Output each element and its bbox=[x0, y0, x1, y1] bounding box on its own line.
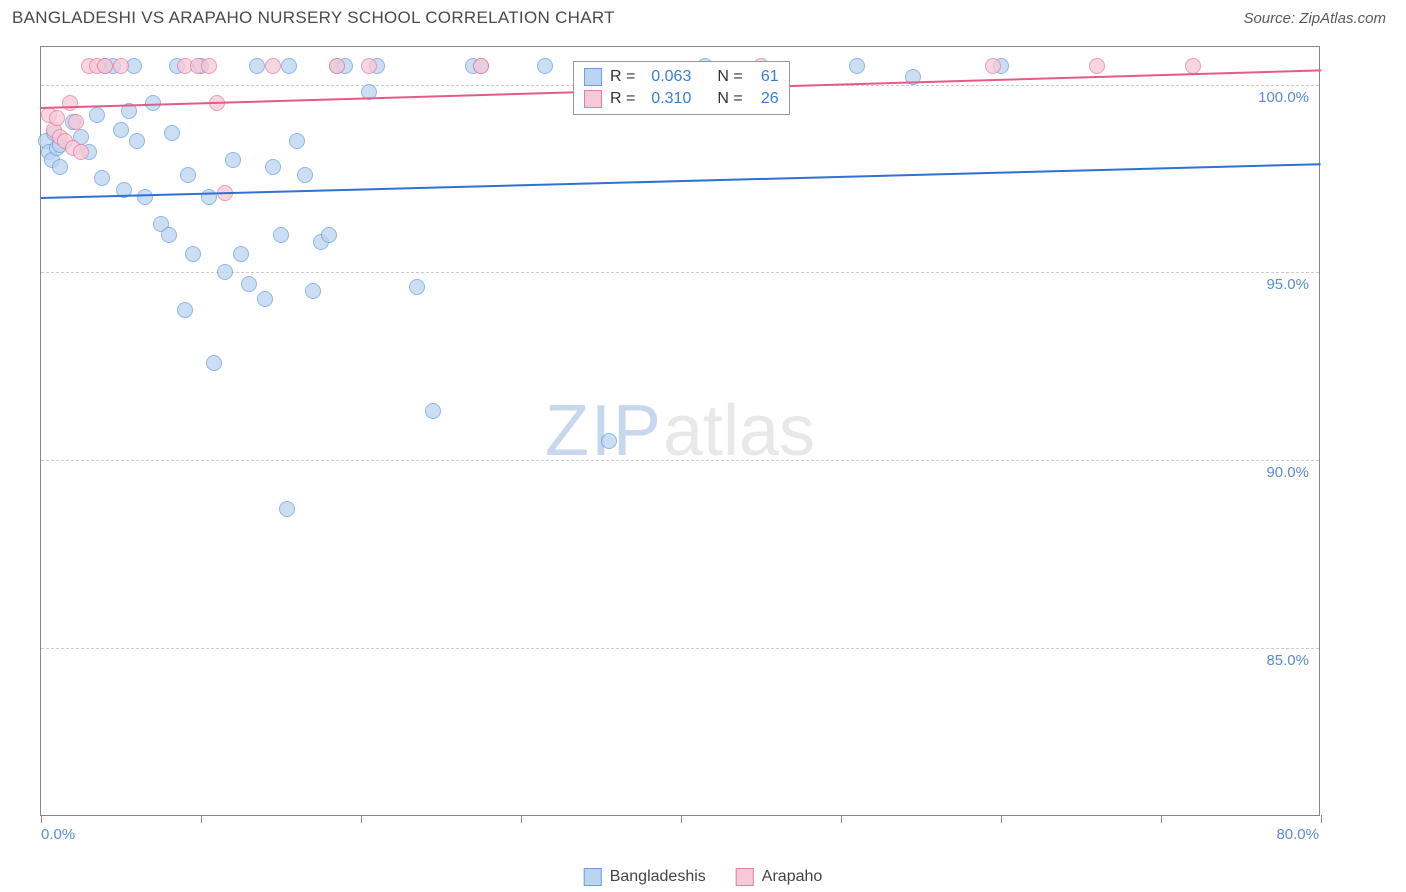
legend-item: Arapaho bbox=[736, 868, 823, 886]
legend-label: Arapaho bbox=[762, 868, 823, 886]
data-point bbox=[206, 355, 222, 371]
data-point bbox=[473, 58, 489, 74]
data-point bbox=[985, 58, 1001, 74]
x-tick bbox=[361, 815, 362, 823]
series-swatch bbox=[584, 90, 602, 108]
y-tick-label: 100.0% bbox=[1258, 89, 1309, 106]
data-point bbox=[233, 246, 249, 262]
n-label: N = bbox=[717, 68, 742, 86]
data-point bbox=[329, 58, 345, 74]
data-point bbox=[297, 167, 313, 183]
x-tick bbox=[201, 815, 202, 823]
gridline bbox=[41, 460, 1319, 461]
data-point bbox=[321, 227, 337, 243]
data-point bbox=[257, 291, 273, 307]
data-point bbox=[409, 279, 425, 295]
chart-header: BANGLADESHI VS ARAPAHO NURSERY SCHOOL CO… bbox=[0, 0, 1406, 32]
data-point bbox=[180, 167, 196, 183]
series-swatch bbox=[584, 68, 602, 86]
data-point bbox=[113, 122, 129, 138]
data-point bbox=[249, 58, 265, 74]
data-point bbox=[49, 110, 65, 126]
data-point bbox=[161, 227, 177, 243]
data-point bbox=[68, 114, 84, 130]
x-tick bbox=[41, 815, 42, 823]
data-point bbox=[225, 152, 241, 168]
y-tick-label: 95.0% bbox=[1266, 276, 1309, 293]
x-tick bbox=[841, 815, 842, 823]
data-point bbox=[113, 58, 129, 74]
legend-label: Bangladeshis bbox=[610, 868, 706, 886]
data-point bbox=[201, 58, 217, 74]
data-point bbox=[241, 276, 257, 292]
x-tick bbox=[1321, 815, 1322, 823]
data-point bbox=[129, 133, 145, 149]
y-tick-label: 90.0% bbox=[1266, 464, 1309, 481]
r-label: R = bbox=[610, 68, 635, 86]
watermark-atlas: atlas bbox=[663, 391, 815, 471]
series-swatch bbox=[736, 868, 754, 886]
data-point bbox=[265, 159, 281, 175]
chart-plot-area: ZIPatlas 85.0%90.0%95.0%100.0%0.0%80.0%R… bbox=[40, 46, 1320, 816]
data-point bbox=[62, 95, 78, 111]
data-point bbox=[164, 125, 180, 141]
data-point bbox=[52, 159, 68, 175]
data-point bbox=[265, 58, 281, 74]
data-point bbox=[217, 264, 233, 280]
chart-source: Source: ZipAtlas.com bbox=[1243, 10, 1386, 27]
data-point bbox=[1089, 58, 1105, 74]
data-point bbox=[97, 58, 113, 74]
trend-line bbox=[41, 163, 1321, 199]
x-tick bbox=[521, 815, 522, 823]
data-point bbox=[137, 189, 153, 205]
data-point bbox=[94, 170, 110, 186]
watermark-zip: ZIP bbox=[545, 391, 663, 471]
bottom-legend: Bangladeshis Arapaho bbox=[584, 868, 823, 886]
series-swatch bbox=[584, 868, 602, 886]
data-point bbox=[1185, 58, 1201, 74]
data-point bbox=[305, 283, 321, 299]
n-value: 26 bbox=[751, 90, 779, 108]
x-tick bbox=[1161, 815, 1162, 823]
data-point bbox=[89, 107, 105, 123]
x-tick bbox=[1001, 815, 1002, 823]
x-tick-label-right: 80.0% bbox=[1276, 826, 1319, 843]
x-tick-label-left: 0.0% bbox=[41, 826, 75, 843]
data-point bbox=[849, 58, 865, 74]
r-label: R = bbox=[610, 90, 635, 108]
data-point bbox=[601, 433, 617, 449]
r-value: 0.310 bbox=[643, 90, 691, 108]
data-point bbox=[273, 227, 289, 243]
data-point bbox=[281, 58, 297, 74]
y-tick-label: 85.0% bbox=[1266, 652, 1309, 669]
n-label: N = bbox=[717, 90, 742, 108]
data-point bbox=[185, 246, 201, 262]
x-tick bbox=[681, 815, 682, 823]
stats-row: R = 0.310 N = 26 bbox=[584, 88, 779, 110]
stats-legend: R = 0.063 N = 61 R = 0.310 N = 26 bbox=[573, 61, 790, 115]
legend-item: Bangladeshis bbox=[584, 868, 706, 886]
gridline bbox=[41, 648, 1319, 649]
data-point bbox=[279, 501, 295, 517]
data-point bbox=[425, 403, 441, 419]
data-point bbox=[289, 133, 305, 149]
data-point bbox=[537, 58, 553, 74]
stats-row: R = 0.063 N = 61 bbox=[584, 66, 779, 88]
chart-title: BANGLADESHI VS ARAPAHO NURSERY SCHOOL CO… bbox=[12, 8, 615, 28]
data-point bbox=[73, 144, 89, 160]
data-point bbox=[177, 302, 193, 318]
data-point bbox=[361, 58, 377, 74]
r-value: 0.063 bbox=[643, 68, 691, 86]
n-value: 61 bbox=[751, 68, 779, 86]
